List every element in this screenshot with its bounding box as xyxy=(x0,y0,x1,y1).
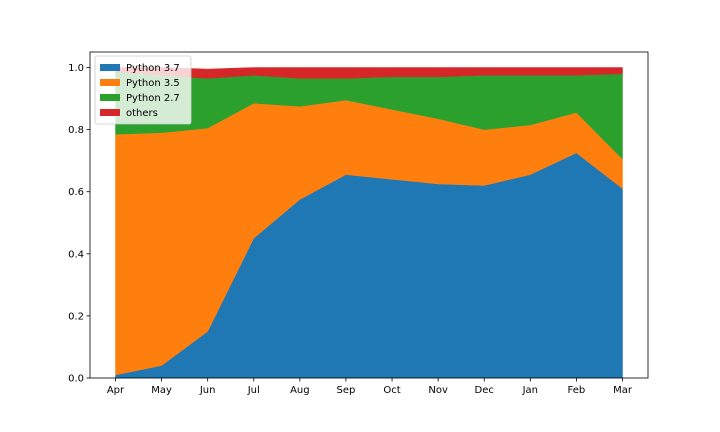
legend: Python 3.7 Python 3.5 Python 2.7 others xyxy=(94,55,192,125)
axes: Apr May Jun Jul Aug Sep Oct Nov Dec Jan Feb Mar 0.0 0… xyxy=(68,51,649,396)
legend-swatch xyxy=(100,94,120,101)
x-tick-label: Jan xyxy=(522,385,538,396)
x-tick-label: Jul xyxy=(247,385,260,396)
x-tick-label: Feb xyxy=(568,385,586,396)
area-layers xyxy=(115,67,623,379)
y-tick-label: 0.0 xyxy=(68,374,84,385)
legend-swatch xyxy=(100,64,120,71)
legend-swatch xyxy=(100,109,120,116)
y-tick-label: 1.0 xyxy=(68,63,84,74)
x-tick-label: Sep xyxy=(337,385,356,396)
x-tick-label: Oct xyxy=(383,385,400,396)
y-tick-label: 0.6 xyxy=(68,187,84,198)
legend-label: Python 3.7 xyxy=(126,63,180,74)
x-tick-label: Nov xyxy=(428,385,448,396)
legend-label: Python 3.5 xyxy=(126,78,180,89)
legend-swatch xyxy=(100,79,120,86)
x-tick-label: May xyxy=(151,385,172,396)
x-tick-label: Dec xyxy=(475,385,494,396)
y-tick-label: 0.8 xyxy=(68,125,84,136)
x-tick-label: Mar xyxy=(613,385,633,396)
area-others xyxy=(115,67,623,79)
x-tick-label: Apr xyxy=(107,385,125,396)
x-tick-label: Jun xyxy=(199,385,216,396)
y-tick-label: 0.2 xyxy=(68,311,84,322)
legend-box xyxy=(94,55,192,125)
legend-label: others xyxy=(126,108,158,119)
x-tick-label: Aug xyxy=(290,385,310,396)
legend-label: Python 2.7 xyxy=(126,93,180,104)
plot-frame xyxy=(89,51,649,379)
y-tick-label: 0.4 xyxy=(68,249,84,260)
